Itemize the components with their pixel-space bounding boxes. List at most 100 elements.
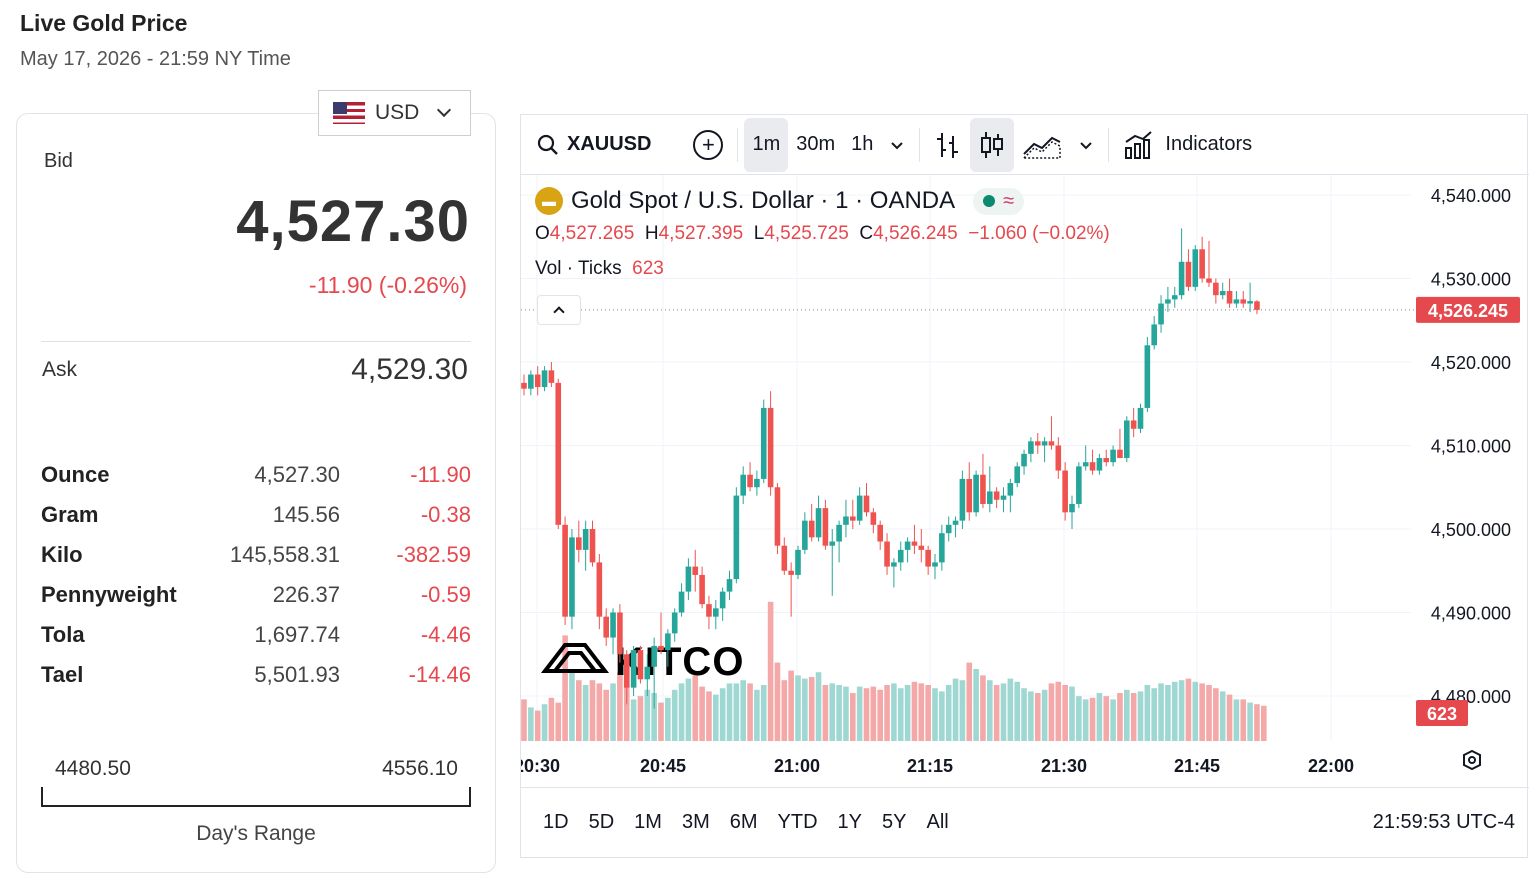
candle-body xyxy=(1247,301,1253,304)
volume-bar xyxy=(576,680,582,741)
unit-name: Kilo xyxy=(41,542,83,567)
candle-body xyxy=(856,495,863,521)
interval-1h[interactable]: 1h xyxy=(851,133,874,155)
range-1y[interactable]: 1Y xyxy=(837,811,863,833)
candles-style-button[interactable] xyxy=(970,117,1015,172)
range-1m[interactable]: 1M xyxy=(634,811,662,833)
last-price-tag xyxy=(1416,296,1520,323)
symbol-search-button[interactable]: XAUUSD xyxy=(521,118,659,172)
chart-clock[interactable]: 21:59:53 UTC-4 xyxy=(1372,811,1515,833)
interval-dropdown[interactable] xyxy=(881,118,913,172)
y-tick-label: 4,520.000 xyxy=(1431,353,1511,373)
candle-body xyxy=(1130,420,1137,429)
candle-body xyxy=(699,574,705,605)
chevron-down-icon xyxy=(891,141,904,149)
kitco-watermark: KITCO xyxy=(615,640,744,684)
volume-value: 623 xyxy=(632,258,664,279)
interval-1m[interactable]: 1m xyxy=(744,117,789,172)
range-ytd[interactable]: YTD xyxy=(777,811,818,833)
volume-bar xyxy=(1199,683,1205,741)
range-6m[interactable]: 6M xyxy=(729,811,758,833)
close-label: C xyxy=(859,223,874,244)
range-3m[interactable]: 3M xyxy=(681,811,710,833)
candle-body xyxy=(1171,295,1178,300)
volume-bar xyxy=(1226,694,1233,741)
candle-body xyxy=(521,382,527,389)
volume-bar xyxy=(897,688,904,741)
volume-bar xyxy=(685,678,692,741)
currency-select[interactable]: USD xyxy=(318,90,471,136)
last-price-tag-label: 4,526.245 xyxy=(1428,301,1508,321)
candle-body xyxy=(945,524,952,534)
candle-body xyxy=(562,524,568,617)
candle-body xyxy=(1192,249,1199,287)
indicators-button[interactable]: Indicators xyxy=(1115,118,1260,172)
candle-body xyxy=(904,541,911,550)
range-5y[interactable]: 5Y xyxy=(882,811,907,833)
unit-change: -382.59 xyxy=(396,542,471,567)
volume-bar xyxy=(808,677,815,741)
currency-value: USD xyxy=(375,101,420,124)
price-chart[interactable]: KITCO 4,540.000 4,530.000 4,520.000 4,510.00… xyxy=(521,175,1529,787)
range-all[interactable]: All xyxy=(926,811,949,833)
settings-gear-center xyxy=(1468,756,1476,764)
volume-bar xyxy=(1069,686,1075,741)
table-row: Kilo 145,558.31 -382.59 xyxy=(41,535,471,575)
chart-type-dropdown[interactable] xyxy=(1070,118,1102,172)
volume-bar xyxy=(1219,691,1226,741)
volume-bar xyxy=(884,685,890,741)
candle-body xyxy=(596,562,603,617)
candle-body xyxy=(555,382,562,525)
candle-body xyxy=(733,495,740,580)
unit-price: 226.37 xyxy=(272,582,340,607)
volume-bar xyxy=(1206,685,1212,741)
symbol-description: Gold Spot / U.S. Dollar · 1 · OANDA xyxy=(571,187,956,214)
candle-body xyxy=(1178,261,1185,296)
open-label: O xyxy=(535,223,550,244)
volume-bar xyxy=(699,686,705,741)
range-1d[interactable]: 1D xyxy=(543,811,569,833)
bars-style-button[interactable] xyxy=(926,118,970,172)
candle-body xyxy=(987,491,993,504)
unit-price: 1,697.74 xyxy=(254,622,340,647)
volume-bar xyxy=(1007,678,1014,741)
candle-body xyxy=(829,541,836,546)
unit-change: -0.38 xyxy=(420,502,471,527)
area-style-button[interactable] xyxy=(1014,118,1070,172)
volume-bar xyxy=(767,601,774,741)
volume-bar xyxy=(534,710,541,741)
volume-bar xyxy=(987,680,993,741)
collapse-legend-button[interactable] xyxy=(537,295,581,325)
interval-30m[interactable]: 30m xyxy=(796,133,836,155)
market-status-badge[interactable]: ≈ xyxy=(973,187,1025,215)
volume-bar xyxy=(747,683,753,741)
candle-body xyxy=(788,570,794,575)
volume-bar xyxy=(610,683,616,741)
chart-toolbar: XAUUSD + 1m 30m 1h Indicators xyxy=(521,115,1529,175)
volume-bar xyxy=(877,689,883,741)
table-row: Ounce 4,527.30 -11.90 xyxy=(41,455,471,495)
volume-bar xyxy=(795,675,801,741)
us-flag-icon xyxy=(333,102,365,124)
volume-bar xyxy=(829,683,836,741)
candle-body xyxy=(1082,462,1089,467)
candle-body xyxy=(952,520,959,525)
volume-bar xyxy=(1124,689,1130,741)
volume-bar xyxy=(1178,680,1185,741)
volume-bar xyxy=(644,689,651,741)
compare-plus-icon[interactable]: + xyxy=(693,129,724,160)
candle-body xyxy=(1041,441,1048,446)
volume-bar xyxy=(582,685,589,741)
candle-body xyxy=(1034,441,1041,446)
candle-body xyxy=(1226,291,1233,304)
candle-body xyxy=(576,537,582,550)
volume-bar xyxy=(713,694,719,741)
candle-body xyxy=(706,604,712,617)
range-5d[interactable]: 5D xyxy=(588,811,615,833)
candle-body xyxy=(671,612,678,634)
settings-gear-icon xyxy=(1463,749,1481,771)
high-value: 4,527.395 xyxy=(658,223,744,244)
volume-bar xyxy=(726,683,733,741)
candle-body xyxy=(541,370,548,388)
candle-body xyxy=(850,516,856,521)
